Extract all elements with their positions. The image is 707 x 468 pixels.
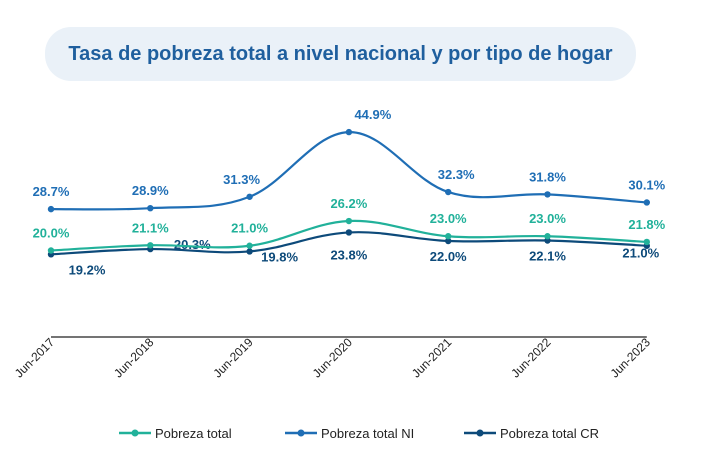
data-label-total: 23.0% bbox=[430, 211, 467, 226]
series-total: 20.0% 21.1% 21.0% 26.2% 23.0% 23.0% 21.8% bbox=[33, 196, 666, 254]
data-label-cr: 23.8% bbox=[330, 247, 367, 262]
data-point-total bbox=[643, 238, 650, 246]
line-chart: Jun-2017 Jun-2018 Jun-2019 Jun-2020 Jun-2021… bbox=[12, 107, 666, 381]
x-tick-label: Jun-2021 bbox=[409, 335, 455, 381]
data-point-total bbox=[47, 247, 55, 254]
x-tick-label: Jun-2019 bbox=[210, 335, 256, 381]
x-tick-label: Jun-2020 bbox=[310, 335, 356, 381]
data-point-ni bbox=[643, 199, 650, 206]
data-label-cr: 22.1% bbox=[529, 249, 566, 264]
x-tick-label: Jun-2023 bbox=[608, 335, 654, 381]
chart-title-pill: Tasa de pobreza total a nivel nacional y… bbox=[45, 27, 636, 81]
data-label-cr: 22.0% bbox=[430, 249, 467, 264]
data-label-cr: 19.2% bbox=[69, 262, 106, 277]
data-point-cr bbox=[445, 237, 452, 245]
data-point-ni bbox=[47, 205, 55, 213]
legend-item-pobreza-total: Pobreza total bbox=[119, 423, 232, 443]
data-point-total bbox=[246, 242, 253, 249]
series-cr: 19.2% 20.3% 19.8% 23.8% 22.0% 22.1% 21.0% bbox=[47, 229, 660, 277]
legend-item-pobreza-total-ni: Pobreza total NI bbox=[285, 423, 414, 443]
data-label-total: 26.2% bbox=[330, 196, 367, 211]
data-label-ni: 30.1% bbox=[628, 177, 665, 192]
data-label-cr: 20.3% bbox=[174, 237, 211, 252]
data-label-total: 21.8% bbox=[628, 217, 665, 232]
data-label-total: 23.0% bbox=[529, 211, 566, 226]
chart-title: Tasa de pobreza total a nivel nacional y… bbox=[68, 42, 613, 65]
data-label-cr: 19.8% bbox=[261, 249, 298, 264]
data-point-ni bbox=[147, 204, 154, 212]
legend-label-pobreza-total-cr: Pobreza total CR bbox=[500, 425, 599, 441]
data-label-total: 21.0% bbox=[231, 221, 268, 236]
data-label-total: 21.1% bbox=[132, 220, 169, 235]
series-ni: 28.7% 28.9% 31.3% 44.9% 32.3% 31.8% 30.1% bbox=[33, 107, 666, 213]
data-point-total bbox=[445, 233, 452, 240]
data-label-total: 20.0% bbox=[33, 226, 70, 241]
data-point-ni bbox=[246, 193, 253, 200]
data-point-total bbox=[147, 242, 154, 249]
data-point-total bbox=[544, 233, 551, 240]
data-label-ni: 28.7% bbox=[33, 184, 70, 199]
data-label-ni: 28.9% bbox=[132, 183, 169, 198]
x-tick-label: Jun-2018 bbox=[111, 335, 157, 381]
data-label-ni: 31.3% bbox=[223, 172, 260, 187]
data-point-cr bbox=[345, 229, 353, 236]
data-label-ni: 32.3% bbox=[438, 167, 475, 182]
legend-item-pobreza-total-cr: Pobreza total CR bbox=[464, 423, 599, 443]
legend-label-pobreza-total-ni: Pobreza total NI bbox=[321, 425, 415, 441]
data-point-ni bbox=[345, 128, 353, 136]
data-label-ni: 31.8% bbox=[529, 169, 566, 184]
data-point-ni bbox=[445, 188, 452, 196]
data-point-ni bbox=[544, 191, 551, 198]
x-tick-label: Jun-2022 bbox=[508, 335, 554, 381]
data-point-total bbox=[345, 217, 353, 225]
data-label-cr: 21.0% bbox=[622, 246, 659, 261]
data-label-ni: 44.9% bbox=[354, 107, 391, 122]
chart-legend: Pobreza total Pobreza total NI Pobreza t… bbox=[0, 423, 707, 443]
data-point-cr bbox=[246, 248, 253, 255]
x-tick-label: Jun-2017 bbox=[12, 335, 58, 381]
legend-label-pobreza-total: Pobreza total bbox=[155, 425, 232, 441]
